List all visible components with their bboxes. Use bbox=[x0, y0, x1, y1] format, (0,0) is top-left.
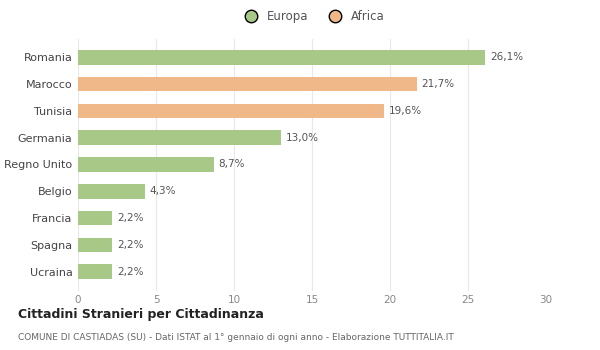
Text: 2,2%: 2,2% bbox=[117, 267, 143, 277]
Bar bbox=[78, 211, 112, 225]
Text: 2,2%: 2,2% bbox=[117, 213, 143, 223]
Legend: Europa, Africa: Europa, Africa bbox=[234, 5, 390, 28]
Text: 8,7%: 8,7% bbox=[218, 160, 245, 169]
Bar bbox=[78, 50, 485, 65]
Bar bbox=[78, 157, 214, 172]
Bar bbox=[78, 184, 145, 199]
Text: COMUNE DI CASTIADAS (SU) - Dati ISTAT al 1° gennaio di ogni anno - Elaborazione : COMUNE DI CASTIADAS (SU) - Dati ISTAT al… bbox=[18, 332, 454, 342]
Text: 4,3%: 4,3% bbox=[150, 186, 176, 196]
Bar bbox=[78, 104, 384, 118]
Text: 26,1%: 26,1% bbox=[490, 52, 523, 62]
Bar bbox=[78, 130, 281, 145]
Text: 19,6%: 19,6% bbox=[388, 106, 422, 116]
Text: 21,7%: 21,7% bbox=[421, 79, 454, 89]
Bar bbox=[78, 238, 112, 252]
Bar bbox=[78, 77, 416, 91]
Text: 2,2%: 2,2% bbox=[117, 240, 143, 250]
Text: Cittadini Stranieri per Cittadinanza: Cittadini Stranieri per Cittadinanza bbox=[18, 308, 264, 321]
Bar bbox=[78, 264, 112, 279]
Text: 13,0%: 13,0% bbox=[286, 133, 319, 143]
